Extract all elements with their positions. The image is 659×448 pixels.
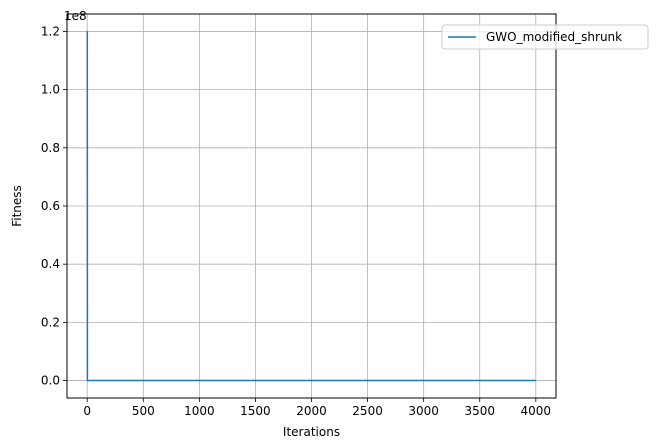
y-tick-label: 0.6	[41, 199, 60, 213]
y-tick-label: 0.2	[41, 315, 60, 329]
grid	[67, 14, 556, 398]
series-lines	[86, 30, 536, 382]
x-tick-label: 0	[83, 404, 91, 418]
legend-box	[441, 24, 649, 50]
y-tick-label: 1.0	[41, 83, 60, 97]
x-tick-label: 1000	[184, 404, 215, 418]
series-line	[86, 30, 536, 382]
x-tick-label: 1500	[240, 404, 271, 418]
x-axis-ticks: 0 500 1000 1500 2000 2500 3000 3500 4000	[83, 398, 551, 418]
x-tick-label: 3500	[464, 404, 495, 418]
y-tick-label: 0.8	[41, 141, 60, 155]
y-tick-label: 0.0	[41, 374, 60, 388]
y-tick-label: 0.4	[41, 257, 60, 271]
x-axis-label: Iterations	[283, 425, 340, 439]
x-tick-label: 2500	[352, 404, 383, 418]
x-tick-label: 3000	[408, 404, 439, 418]
y-axis-ticks: 0.0 0.2 0.4 0.6 0.8 1.0 1.2	[41, 24, 67, 388]
x-tick-label: 4000	[521, 404, 552, 418]
legend: GWO_modified_shrunk	[441, 24, 649, 50]
y-tick-label: 1.2	[41, 24, 60, 38]
y-axis-offset-label: 1e8	[64, 9, 87, 23]
legend-entry-label: GWO_modified_shrunk	[486, 30, 622, 44]
x-tick-label: 2000	[296, 404, 327, 418]
x-tick-label: 500	[132, 404, 155, 418]
y-axis-label: Fitness	[10, 185, 24, 227]
